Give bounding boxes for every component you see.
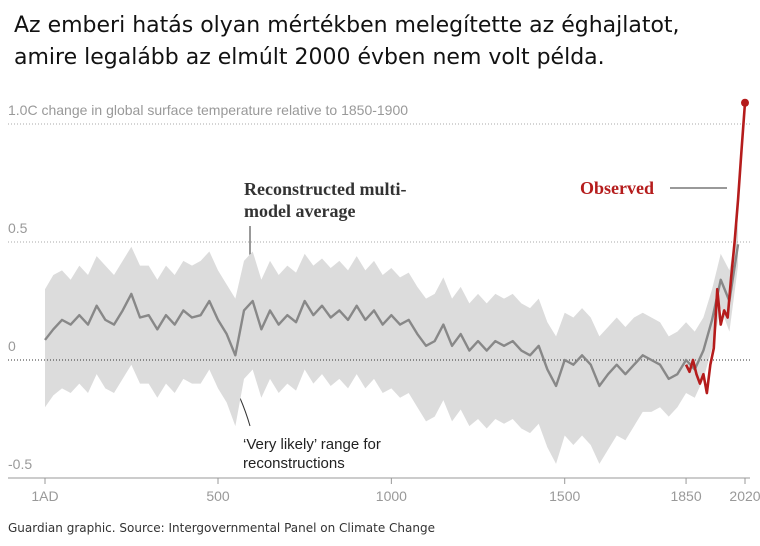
range-band [45,223,739,464]
x-tick-label: 1500 [549,488,580,504]
data-line [684,102,747,395]
y-tick-label: 1.0C change in global surface temperatur… [8,102,408,118]
x-tick-label: 1000 [376,488,407,504]
title: Az emberi hatás olyan mértékben melegíte… [14,13,680,70]
x-tick-label: 2020 [729,488,760,504]
x-tick-label: 1AD [31,488,58,504]
x-tick-label: 500 [206,488,230,504]
data-line [44,244,740,388]
end-dot [741,98,749,107]
leader-line [239,397,251,427]
x-tick-label: 1850 [670,488,701,504]
source: Guardian graphic. Source: Intergovernmen… [8,521,435,535]
annotation: Observed [580,178,654,198]
y-tick-label: 0 [8,338,16,354]
annotation: Reconstructed multi-model average [244,179,407,221]
annotation: ‘Very likely’ range for reconstructions [243,436,381,472]
y-tick-label: 0.5 [8,220,28,236]
y-tick-label: -0.5 [8,456,32,472]
